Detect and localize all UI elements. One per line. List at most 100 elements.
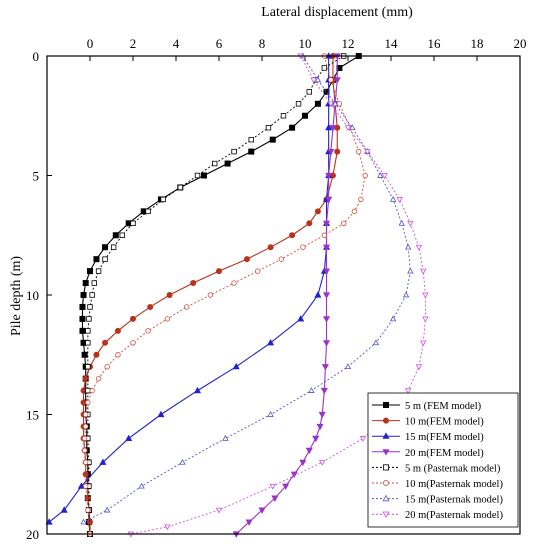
data-point: [362, 172, 368, 179]
data-point: [290, 471, 298, 479]
data-point: [215, 507, 223, 514]
data-point: [321, 232, 328, 238]
data-point: [82, 375, 89, 382]
data-point: [314, 208, 321, 215]
data-point: [160, 196, 166, 203]
legend-marker: [382, 401, 389, 408]
data-point: [110, 244, 117, 250]
series-line: [83, 55, 411, 523]
data-point: [164, 524, 171, 531]
legend-box: [367, 392, 519, 528]
data-point: [278, 256, 285, 262]
plot-frame: [46, 55, 521, 535]
data-point: [314, 100, 321, 107]
data-point: [89, 387, 95, 394]
data-point: [314, 291, 322, 298]
data-point: [407, 267, 414, 274]
data-point: [102, 244, 109, 251]
data-point: [402, 291, 410, 298]
data-point: [102, 256, 108, 262]
data-point: [322, 316, 331, 323]
x-tick-label: 4: [173, 36, 180, 51]
x-axis-title: Lateral displacement (mm): [261, 5, 413, 20]
data-point: [322, 244, 331, 252]
data-point: [269, 483, 276, 490]
data-point: [341, 220, 347, 226]
data-point: [85, 399, 91, 406]
data-point: [85, 363, 91, 370]
series-5: [85, 53, 347, 537]
legend-label: 5 m (FEM model): [405, 401, 482, 412]
data-point: [119, 232, 125, 238]
data-point: [327, 148, 335, 156]
data-point: [231, 148, 237, 155]
data-point: [85, 340, 91, 346]
legend-marker: [382, 449, 390, 456]
data-point: [415, 364, 423, 371]
data-point: [306, 89, 312, 95]
data-point: [322, 220, 331, 228]
x-tick-label: 2: [130, 36, 137, 51]
data-point: [145, 208, 151, 215]
data-point: [248, 136, 254, 143]
data-point: [351, 208, 358, 215]
data-point: [211, 160, 218, 167]
data-point: [86, 316, 92, 322]
data-point: [177, 184, 183, 191]
data-point: [82, 483, 89, 489]
data-point: [322, 268, 331, 275]
y-axis-title: Pile depth (m): [9, 256, 24, 336]
data-point: [45, 518, 53, 525]
data-point: [404, 388, 412, 395]
data-point: [344, 363, 352, 370]
data-point: [297, 315, 305, 322]
legend-label: 5 m (Pasternak model): [405, 463, 501, 474]
data-point: [349, 124, 356, 131]
data-point: [147, 303, 154, 310]
data-point: [114, 327, 121, 334]
data-point: [81, 351, 88, 358]
x-tick-label: 20: [514, 36, 527, 51]
series-line: [130, 55, 426, 535]
data-point: [60, 506, 68, 513]
data-point: [301, 112, 308, 119]
data-point: [398, 219, 405, 226]
data-point: [334, 148, 341, 155]
data-point: [299, 459, 307, 467]
data-point: [80, 518, 87, 525]
data-point: [364, 149, 371, 156]
data-point: [145, 328, 151, 334]
series-4: [232, 53, 341, 538]
legend-label: 15 m(Pasternak model): [405, 495, 503, 506]
data-point: [267, 411, 274, 417]
data-point: [305, 447, 313, 455]
data-point: [80, 291, 87, 298]
data-point: [328, 77, 334, 83]
data-point: [89, 292, 95, 298]
plot-series: [45, 52, 429, 538]
data-point: [91, 280, 97, 286]
data-point: [130, 340, 136, 346]
data-point: [82, 411, 89, 418]
data-point: [215, 268, 222, 275]
data-point: [306, 220, 313, 227]
data-point: [194, 172, 201, 179]
data-point: [81, 435, 88, 442]
legend-label: 10 m(FEM model): [405, 417, 484, 428]
x-tick-label: 14: [385, 36, 399, 51]
data-point: [87, 304, 93, 310]
legend-label: 15 m(FEM model): [405, 432, 484, 443]
y-tick-label: 5: [33, 169, 40, 184]
data-point: [333, 77, 341, 84]
data-point: [232, 362, 240, 370]
data-point: [85, 507, 91, 513]
x-tick-label: 10: [299, 36, 312, 51]
data-point: [310, 77, 317, 84]
data-point: [79, 327, 86, 334]
data-point: [164, 316, 171, 322]
data-point: [85, 328, 91, 334]
data-point: [407, 220, 414, 227]
data-point: [336, 101, 343, 107]
data-point: [312, 435, 320, 443]
data-point: [282, 483, 290, 491]
